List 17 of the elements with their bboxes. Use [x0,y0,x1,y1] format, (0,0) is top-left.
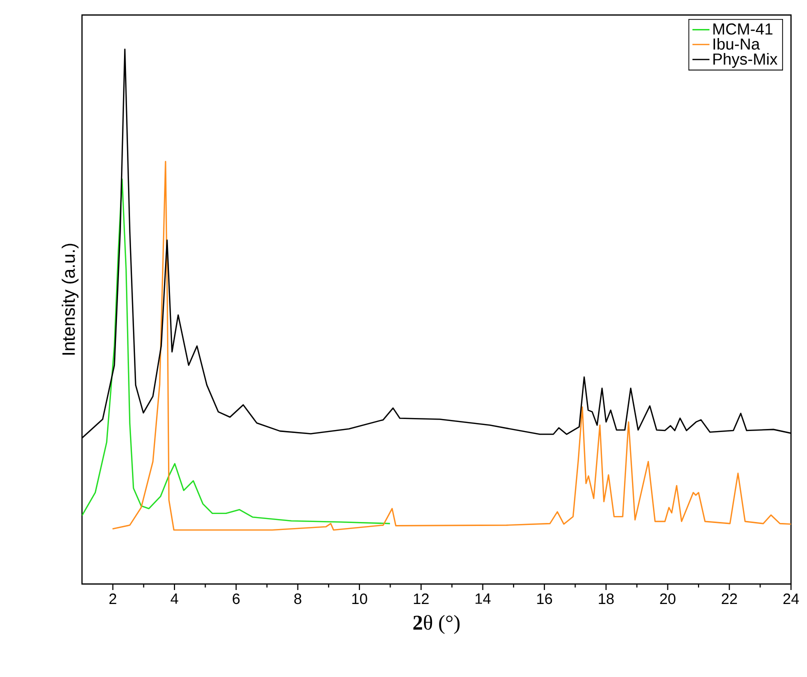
x-tick-label: 16 [537,594,552,604]
legend-label: Phys-Mix [713,53,778,68]
y-axis-title: Intensity (a.u.) [62,244,78,355]
x-tick-label: 2 [109,594,116,604]
legend-label: MCM-41 [713,23,772,35]
x-tick-label: 4 [170,594,178,604]
legend-label: Ibu-Na [714,38,760,50]
x-tick-label: 6 [232,594,240,604]
x-axis-title: 2θ (°) [413,614,460,634]
x-tick-label: 24 [783,594,799,604]
x-tick-label: 14 [476,594,491,604]
x-tick-label: 18 [598,594,614,604]
x-tick-label: 20 [660,594,676,604]
x-tick-label: 8 [294,594,302,604]
x-tick-label: 10 [352,594,368,604]
x-tick-label: 22 [722,594,737,604]
x-tick-label: 12 [414,594,429,604]
